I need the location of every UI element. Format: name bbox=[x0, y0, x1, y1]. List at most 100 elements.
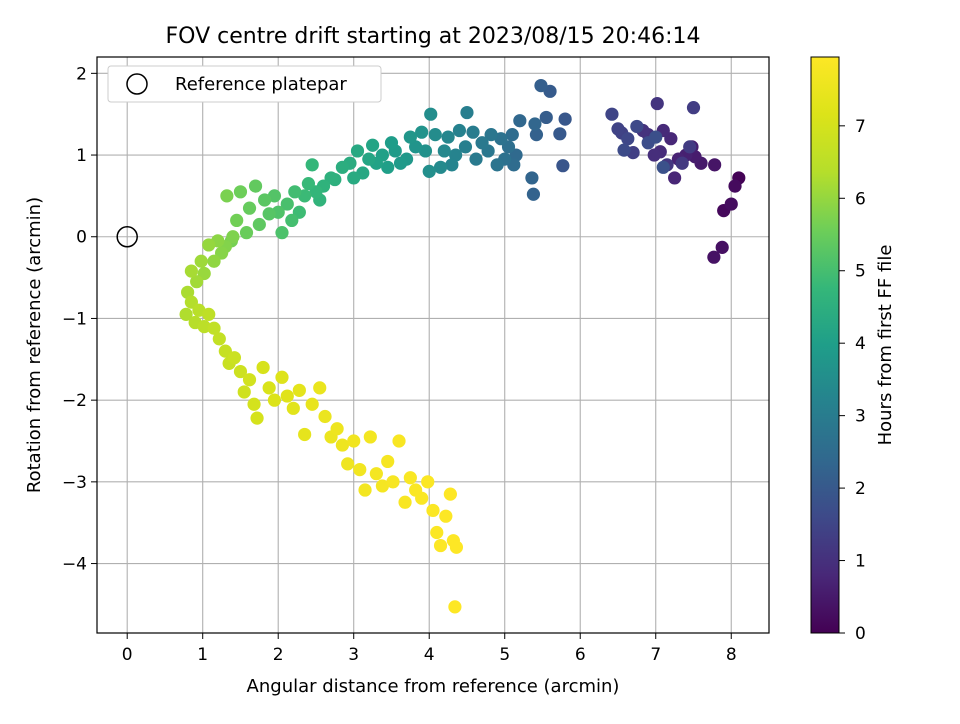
data-point bbox=[728, 179, 742, 193]
y-axis-ticks: 2 1 0 −1 −2 −3 −4 bbox=[62, 64, 97, 575]
data-point bbox=[441, 130, 455, 144]
y-gridlines bbox=[97, 72, 769, 565]
data-point bbox=[267, 393, 282, 407]
data-point bbox=[318, 409, 332, 424]
y-tick-label: 1 bbox=[76, 146, 87, 166]
data-point bbox=[675, 156, 689, 170]
data-point bbox=[347, 171, 361, 185]
data-point bbox=[275, 226, 289, 240]
data-point bbox=[248, 179, 263, 193]
x-tick-label: 1 bbox=[197, 645, 208, 665]
data-point bbox=[445, 158, 459, 172]
data-point bbox=[384, 136, 399, 150]
colorbar-tick-label: 5 bbox=[855, 262, 866, 282]
data-point bbox=[534, 78, 548, 93]
data-point bbox=[353, 462, 367, 477]
data-point bbox=[409, 140, 423, 154]
data-point bbox=[275, 370, 289, 384]
data-point bbox=[247, 397, 261, 411]
data-point bbox=[415, 491, 429, 505]
data-point bbox=[358, 483, 372, 497]
data-point bbox=[285, 213, 299, 228]
data-point bbox=[553, 127, 567, 141]
x-tick-label: 3 bbox=[348, 645, 359, 665]
data-point bbox=[207, 254, 221, 268]
data-point bbox=[298, 427, 312, 442]
data-point bbox=[439, 509, 453, 523]
legend-marker-icon bbox=[126, 73, 148, 95]
data-point bbox=[647, 148, 661, 162]
data-point bbox=[233, 364, 248, 379]
data-point bbox=[286, 401, 300, 415]
colorbar-tick-label: 0 bbox=[855, 624, 866, 644]
data-point bbox=[313, 381, 327, 395]
data-point bbox=[424, 107, 438, 121]
y-tick-label: 0 bbox=[76, 228, 87, 248]
data-point bbox=[529, 128, 544, 142]
data-point bbox=[280, 197, 294, 211]
data-point bbox=[207, 321, 221, 335]
data-point bbox=[526, 187, 541, 201]
data-point bbox=[365, 138, 380, 152]
data-point bbox=[233, 185, 248, 199]
legend-box bbox=[107, 65, 382, 103]
data-point bbox=[227, 351, 242, 365]
data-point bbox=[335, 438, 349, 452]
data-point bbox=[428, 128, 442, 142]
data-point bbox=[617, 143, 631, 157]
data-point bbox=[556, 159, 570, 173]
x-tick-label: 6 bbox=[575, 645, 586, 665]
data-point bbox=[194, 254, 208, 268]
data-point bbox=[292, 383, 306, 397]
data-point bbox=[430, 525, 444, 540]
data-point bbox=[242, 373, 257, 387]
data-point bbox=[237, 385, 251, 399]
data-point bbox=[433, 538, 448, 553]
data-point bbox=[683, 140, 697, 154]
colorbar-label: Hours from first FF file bbox=[875, 245, 896, 446]
colorbar-tick-label: 1 bbox=[855, 552, 866, 572]
y-tick-label: −2 bbox=[62, 391, 87, 411]
data-point bbox=[398, 495, 412, 509]
data-point bbox=[558, 112, 572, 126]
data-point bbox=[258, 193, 272, 207]
data-point bbox=[403, 130, 417, 144]
data-point bbox=[375, 479, 390, 493]
data-point bbox=[347, 434, 361, 448]
data-point bbox=[433, 160, 448, 174]
data-point bbox=[386, 475, 400, 489]
data-point bbox=[202, 238, 216, 252]
plot-frame bbox=[96, 56, 770, 634]
x-axis-ticks: 0 1 2 3 4 5 6 7 8 bbox=[122, 633, 737, 665]
x-tick-label: 0 bbox=[122, 645, 133, 665]
data-point bbox=[250, 411, 264, 425]
data-point bbox=[197, 320, 211, 334]
data-point bbox=[460, 105, 474, 120]
data-point bbox=[437, 144, 451, 158]
x-tick-label: 8 bbox=[726, 645, 737, 665]
data-point bbox=[656, 160, 670, 174]
data-point bbox=[452, 123, 467, 138]
data-point bbox=[724, 197, 738, 211]
data-point bbox=[230, 213, 244, 228]
data-point bbox=[621, 132, 635, 146]
data-point bbox=[458, 140, 473, 154]
data-point bbox=[280, 389, 294, 403]
data-point bbox=[484, 128, 498, 142]
data-point bbox=[611, 122, 625, 136]
data-point bbox=[415, 125, 429, 139]
chart-title: FOV centre drift starting at 2023/08/15 … bbox=[166, 24, 701, 49]
data-point bbox=[505, 128, 519, 142]
x-tick-label: 4 bbox=[424, 645, 435, 665]
colorbar-tick-label: 6 bbox=[855, 189, 866, 209]
data-point bbox=[252, 217, 266, 232]
colorbar: 0 1 2 3 4 5 6 7 Hours from first FF file bbox=[810, 56, 896, 644]
data-point bbox=[513, 114, 527, 128]
x-tick-label: 2 bbox=[273, 645, 284, 665]
data-point bbox=[381, 454, 395, 469]
data-point bbox=[469, 152, 483, 166]
data-point bbox=[202, 307, 216, 321]
data-point bbox=[369, 467, 383, 481]
data-point bbox=[475, 136, 489, 150]
